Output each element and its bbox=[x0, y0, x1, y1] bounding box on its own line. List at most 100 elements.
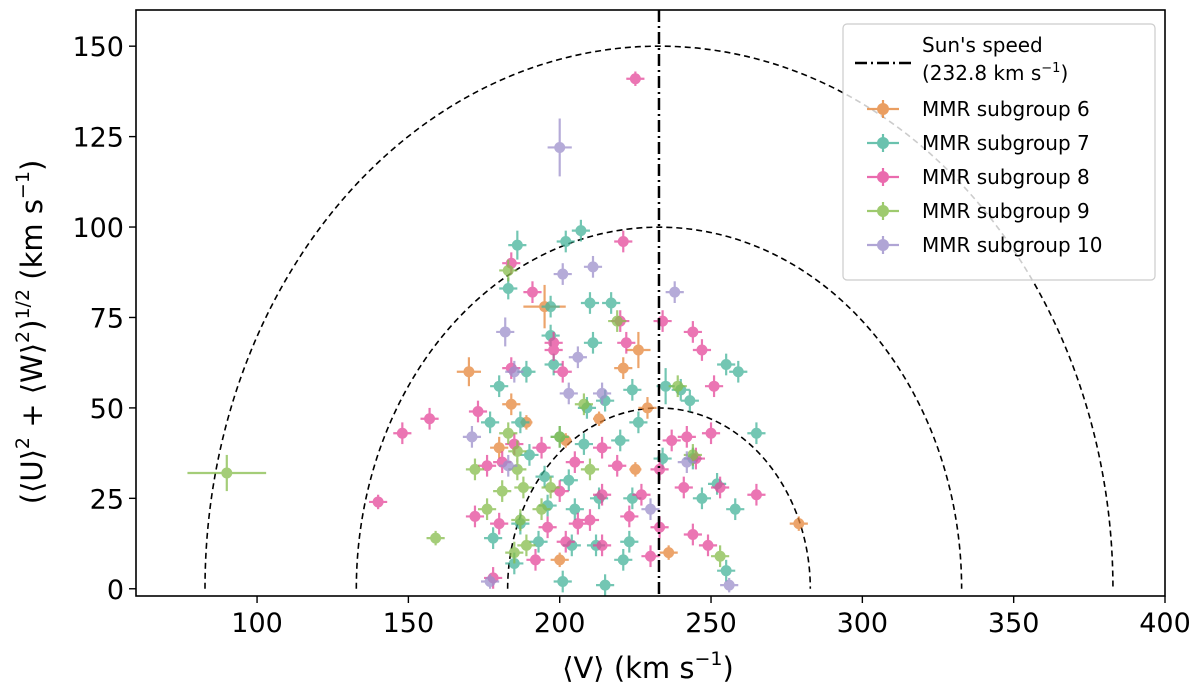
data-point bbox=[584, 514, 596, 526]
data-point bbox=[545, 301, 557, 313]
data-point bbox=[396, 427, 408, 439]
data-point bbox=[723, 579, 735, 591]
data-point bbox=[520, 539, 532, 551]
data-point bbox=[484, 416, 496, 428]
data-point bbox=[484, 576, 496, 588]
data-point bbox=[563, 387, 575, 399]
data-point bbox=[720, 565, 732, 577]
data-point bbox=[666, 434, 678, 446]
data-point bbox=[539, 471, 551, 483]
data-point bbox=[496, 485, 508, 497]
series-1 bbox=[456, 284, 808, 568]
legend-label-4: MMR subgroup 9 bbox=[922, 199, 1090, 223]
data-point bbox=[520, 366, 532, 378]
data-point bbox=[502, 460, 514, 472]
data-point bbox=[750, 427, 762, 439]
data-point bbox=[430, 532, 442, 544]
data-point bbox=[481, 503, 493, 515]
x-tick-label: 350 bbox=[988, 608, 1040, 639]
data-point bbox=[614, 434, 626, 446]
y-axis-label: (⟨U⟩2 + ⟨W⟩2)1/2 (km s−1) bbox=[12, 160, 49, 505]
y-tick-label: 50 bbox=[90, 394, 124, 425]
data-point bbox=[617, 236, 629, 248]
data-point bbox=[526, 286, 538, 298]
data-point bbox=[793, 518, 805, 530]
data-point bbox=[687, 326, 699, 338]
x-tick-label: 150 bbox=[383, 608, 435, 639]
legend-marker-4 bbox=[867, 202, 899, 220]
data-point bbox=[654, 463, 666, 475]
data-point bbox=[548, 344, 560, 356]
data-point bbox=[596, 539, 608, 551]
data-point bbox=[469, 463, 481, 475]
legend-label-5: MMR subgroup 10 bbox=[922, 233, 1102, 257]
data-point bbox=[560, 236, 572, 248]
data-point bbox=[533, 536, 545, 548]
data-point bbox=[626, 384, 638, 396]
data-point bbox=[611, 315, 623, 327]
y-tick-label: 75 bbox=[90, 303, 124, 334]
series-5 bbox=[462, 118, 739, 593]
legend: Sun's speed (232.8 km s−1) MMR subgroup … bbox=[842, 23, 1156, 281]
data-point bbox=[557, 366, 569, 378]
data-point bbox=[511, 445, 523, 457]
data-point bbox=[729, 503, 741, 515]
legend-dot bbox=[877, 103, 889, 115]
data-point bbox=[511, 239, 523, 251]
data-point bbox=[596, 442, 608, 454]
data-point bbox=[687, 449, 699, 461]
data-point bbox=[681, 456, 693, 468]
data-point bbox=[623, 510, 635, 522]
data-point bbox=[554, 431, 566, 443]
data-point bbox=[578, 438, 590, 450]
data-point bbox=[681, 431, 693, 443]
legend-box bbox=[842, 23, 1156, 281]
data-point bbox=[517, 481, 529, 493]
x-axis-label-main: ⟨V⟩ (km s bbox=[562, 651, 694, 685]
data-point bbox=[672, 380, 684, 392]
y-tick-label: 125 bbox=[72, 123, 124, 154]
legend-label-1: MMR subgroup 6 bbox=[922, 97, 1090, 121]
data-point bbox=[584, 463, 596, 475]
x-tick-label: 250 bbox=[685, 608, 737, 639]
data-point bbox=[536, 442, 548, 454]
data-point bbox=[563, 474, 575, 486]
plot-layer bbox=[187, 10, 1112, 596]
data-point bbox=[560, 536, 572, 548]
data-point bbox=[487, 532, 499, 544]
data-point bbox=[620, 337, 632, 349]
x-tick-label: 100 bbox=[231, 608, 283, 639]
series-4 bbox=[187, 259, 730, 568]
data-point bbox=[596, 387, 608, 399]
data-point bbox=[678, 481, 690, 493]
data-point bbox=[617, 554, 629, 566]
x-tick-label: 200 bbox=[534, 608, 586, 639]
x-tick-label: 400 bbox=[1139, 608, 1191, 639]
data-point bbox=[548, 358, 560, 370]
x-axis-label-tail: ) bbox=[723, 651, 734, 685]
y-tick-label: 150 bbox=[72, 32, 124, 63]
data-point bbox=[750, 489, 762, 501]
legend-dot bbox=[877, 239, 889, 251]
data-point bbox=[557, 576, 569, 588]
data-point bbox=[508, 366, 520, 378]
data-point bbox=[635, 489, 647, 501]
legend-sun-label-line1: Sun's speed bbox=[922, 33, 1043, 57]
data-point bbox=[499, 326, 511, 338]
data-point bbox=[660, 380, 672, 392]
data-point bbox=[623, 536, 635, 548]
y-axis-label-part2: + ⟨W⟩ bbox=[15, 343, 49, 437]
legend-label-2: MMR subgroup 7 bbox=[922, 131, 1090, 155]
data-point bbox=[505, 398, 517, 410]
data-point bbox=[629, 73, 641, 85]
data-point bbox=[372, 496, 384, 508]
y-axis-label-part1: (⟨U⟩ bbox=[15, 449, 49, 504]
x-axis-label: ⟨V⟩ (km s−1) bbox=[562, 648, 734, 685]
legend-marker-5 bbox=[867, 236, 899, 254]
data-point bbox=[587, 337, 599, 349]
data-point bbox=[629, 463, 641, 475]
data-point bbox=[554, 554, 566, 566]
data-point bbox=[536, 503, 548, 515]
x-tick-label: 300 bbox=[837, 608, 889, 639]
